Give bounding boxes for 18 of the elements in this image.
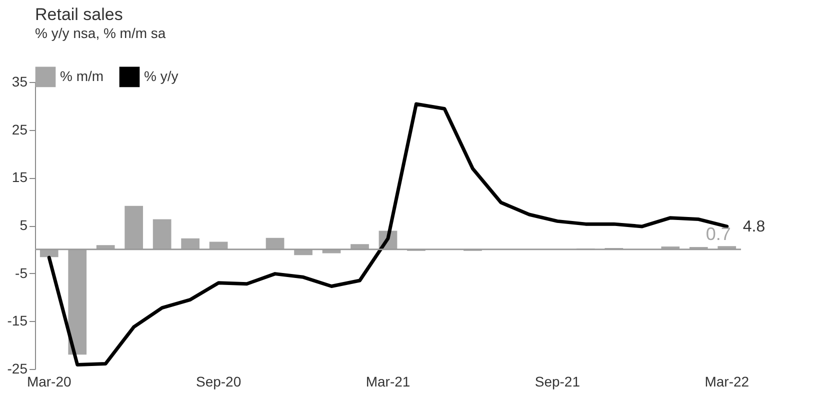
y-tick-label: -25 (7, 360, 28, 376)
x-tick-label: Sep-20 (196, 374, 242, 390)
x-tick-label: Sep-21 (534, 374, 580, 390)
y-tick-label: 35 (12, 74, 28, 90)
data-label: 4.8 (742, 218, 766, 236)
chart-title: Retail sales (35, 5, 123, 24)
x-tick-label: Mar-20 (26, 374, 72, 390)
y-tick-label: 5 (20, 217, 28, 233)
legend-label: % m/m (60, 68, 104, 84)
y-tick-label: 25 (12, 121, 28, 138)
chart-subtitle: % y/y nsa, % m/m sa (35, 25, 166, 41)
y-tick-label: -5 (15, 264, 28, 281)
x-tick-label: Mar-21 (366, 374, 410, 390)
legend-label: % y/y (144, 68, 178, 84)
x-tick-label: Mar-22 (704, 374, 750, 390)
y-tick-label: 15 (12, 169, 28, 186)
data-label: 0.7 (706, 224, 731, 244)
y-tick-label: -15 (7, 312, 28, 329)
